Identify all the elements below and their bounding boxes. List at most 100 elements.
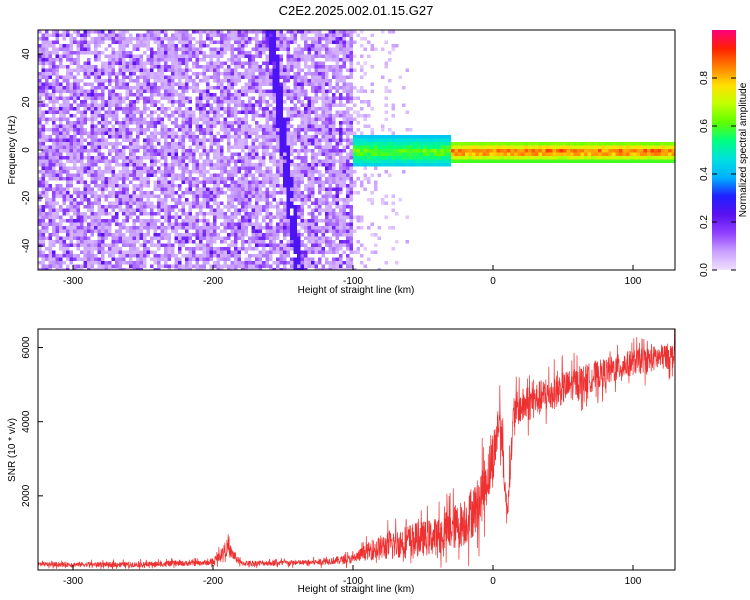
- heat-cell: [69, 198, 73, 202]
- heat-cell: [304, 198, 308, 202]
- heat-cell: [66, 44, 70, 48]
- heat-cell: [342, 229, 346, 233]
- heat-cell: [48, 152, 52, 156]
- heat-cell: [69, 184, 73, 188]
- heat-cell: [223, 40, 227, 44]
- heat-cell: [230, 30, 234, 34]
- heat-cell: [286, 135, 290, 139]
- heat-cell: [80, 166, 84, 170]
- heat-cell: [41, 37, 45, 41]
- heat-cell: [332, 114, 336, 118]
- heat-cell: [41, 61, 45, 65]
- heat-cell: [101, 86, 105, 90]
- heat-cell: [307, 264, 311, 268]
- heat-cell: [234, 205, 238, 209]
- heat-cell: [174, 236, 178, 240]
- heat-cell: [269, 145, 273, 149]
- heat-cell: [255, 170, 259, 174]
- heat-cell: [346, 177, 350, 181]
- heat-cell: [297, 30, 301, 34]
- heat-cell: [195, 191, 199, 195]
- heat-cell: [167, 58, 171, 62]
- heat-cell: [115, 215, 119, 219]
- heat-cell: [150, 121, 154, 125]
- heat-cell: [171, 226, 175, 230]
- heat-cell: [188, 152, 192, 156]
- heat-cell: [52, 208, 56, 212]
- heat-cell: [241, 264, 245, 268]
- heat-cell: [143, 166, 147, 170]
- heat-cell: [139, 250, 143, 254]
- heat-cell: [118, 233, 122, 237]
- heat-cell: [332, 149, 336, 153]
- heat-cell: [209, 103, 213, 107]
- heat-cell: [248, 61, 252, 65]
- heat-cell: [167, 100, 171, 104]
- heat-cell: [234, 222, 238, 226]
- heat-cell: [202, 58, 206, 62]
- heat-cell: [353, 131, 357, 135]
- heat-cell: [136, 219, 140, 223]
- heat-cell: [178, 240, 182, 244]
- heat-cell: [213, 40, 217, 44]
- heat-cell: [90, 247, 94, 251]
- heat-cell: [160, 86, 164, 90]
- heat-cell: [349, 264, 353, 268]
- heat-cell: [206, 82, 210, 86]
- heat-cell: [146, 180, 150, 184]
- heat-cell: [62, 212, 66, 216]
- heat-cell: [59, 194, 63, 198]
- heat-cell: [276, 243, 280, 247]
- heat-cell: [251, 163, 255, 167]
- heat-cell: [318, 142, 322, 146]
- heat-cell: [307, 30, 311, 34]
- heat-cell: [220, 61, 224, 65]
- heat-cell: [332, 243, 336, 247]
- heat-cell: [335, 243, 339, 247]
- heat-cell: [62, 47, 66, 51]
- heat-cell: [339, 156, 343, 160]
- heat-cell: [87, 61, 91, 65]
- heat-cell: [206, 233, 210, 237]
- heat-cell: [258, 145, 262, 149]
- heat-cell: [227, 131, 231, 135]
- heat-cell: [230, 261, 234, 265]
- heat-cell: [265, 208, 269, 212]
- heat-cell: [241, 103, 245, 107]
- heat-cell: [209, 51, 213, 55]
- heat-cell: [213, 68, 217, 72]
- heat-cell: [349, 170, 353, 174]
- heat-cell: [111, 194, 115, 198]
- heat-cell: [339, 247, 343, 251]
- heat-cell: [115, 110, 119, 114]
- heat-cell: [38, 82, 42, 86]
- heat-cell: [41, 184, 45, 188]
- heat-cell: [349, 54, 353, 58]
- heat-cell: [248, 187, 252, 191]
- heat-cell: [279, 201, 283, 205]
- heat-cell: [104, 205, 108, 209]
- heat-cell: [164, 264, 168, 268]
- heat-cell: [185, 82, 189, 86]
- heat-cell: [129, 233, 133, 237]
- heat-cell: [83, 264, 87, 268]
- heat-cell: [143, 247, 147, 251]
- heat-cell: [132, 261, 136, 265]
- heat-cell: [132, 233, 136, 237]
- heat-cell: [136, 117, 140, 121]
- heat-cell: [258, 240, 262, 244]
- heat-cell: [76, 110, 80, 114]
- heat-cell: [101, 72, 105, 76]
- heat-cell: [213, 166, 217, 170]
- heat-cell: [129, 100, 133, 104]
- heat-cell: [311, 86, 315, 90]
- heat-cell: [206, 198, 210, 202]
- heat-cell: [300, 194, 304, 198]
- heat-cell: [206, 100, 210, 104]
- heat-cell: [129, 226, 133, 230]
- heat-cell: [220, 180, 224, 184]
- heat-cell: [108, 177, 112, 181]
- heat-cell: [139, 243, 143, 247]
- heat-cell: [234, 261, 238, 265]
- heat-cell: [83, 89, 87, 93]
